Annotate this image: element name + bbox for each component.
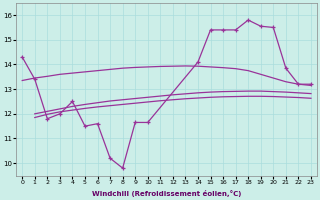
X-axis label: Windchill (Refroidissement éolien,°C): Windchill (Refroidissement éolien,°C) <box>92 190 241 197</box>
